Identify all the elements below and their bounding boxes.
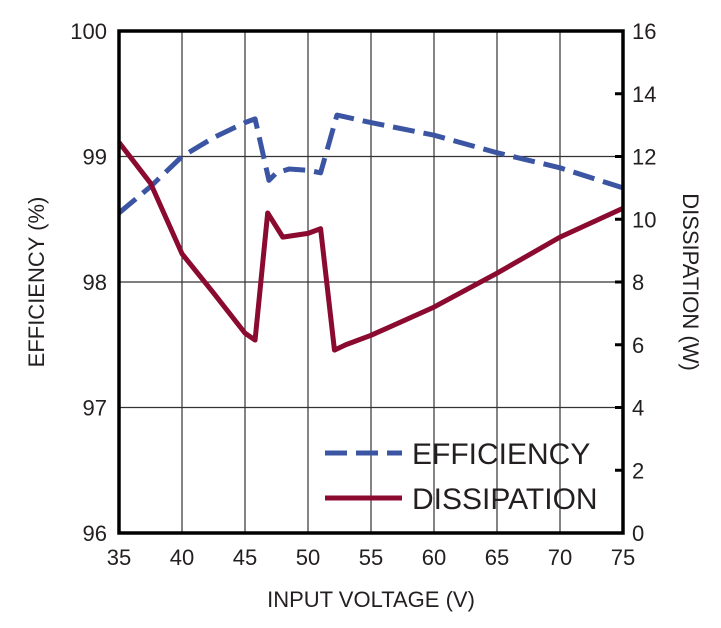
y-tick-label: 96 xyxy=(83,521,107,546)
series-lines xyxy=(117,112,625,353)
y2-tick-label: 8 xyxy=(632,270,644,295)
y2-tick-label: 2 xyxy=(632,458,644,483)
tick-labels: 35 40 45 50 55 60 65 70 75 96 97 98 99 100 0 2 4 6 8 10 12 14… xyxy=(70,19,656,570)
y2-tick-label: 0 xyxy=(632,521,644,546)
y2-tick-label: 14 xyxy=(632,82,656,107)
y-tick-label: 98 xyxy=(83,270,107,295)
x-tick-label: 50 xyxy=(296,545,320,570)
y-tick-label: 100 xyxy=(70,19,107,44)
y2-tick-label: 4 xyxy=(632,396,644,421)
x-tick-label: 60 xyxy=(422,545,446,570)
x-tick-label: 55 xyxy=(359,545,383,570)
legend-dissipation-label: DISSIPATION xyxy=(412,483,598,516)
x-tick-label: 75 xyxy=(611,545,635,570)
x-axis-label: INPUT VOLTAGE (V) xyxy=(267,587,475,612)
x-tick-label: 70 xyxy=(548,545,572,570)
plot-frame xyxy=(117,29,625,535)
x-tick-label: 45 xyxy=(233,545,257,570)
y-tick-label: 99 xyxy=(83,145,107,170)
legend-efficiency-label: EFFICIENCY xyxy=(412,438,590,471)
y2-tick-label: 16 xyxy=(632,19,656,44)
y-tick-label: 97 xyxy=(83,396,107,421)
y2-axis-label: DISSIPATION (W) xyxy=(678,193,703,371)
series-line-dissipation xyxy=(117,140,625,353)
y2-tick-label: 6 xyxy=(632,333,644,358)
series-line-efficiency xyxy=(117,112,624,215)
legend: EFFICIENCY DISSIPATION xyxy=(325,438,598,516)
x-tick-label: 35 xyxy=(107,545,131,570)
x-tick-label: 40 xyxy=(170,545,194,570)
y2-tick-label: 12 xyxy=(632,145,656,170)
x-tick-label: 65 xyxy=(485,545,509,570)
y-axis-label: EFFICIENCY (%) xyxy=(24,197,49,368)
y2-tick-label: 10 xyxy=(632,207,656,232)
